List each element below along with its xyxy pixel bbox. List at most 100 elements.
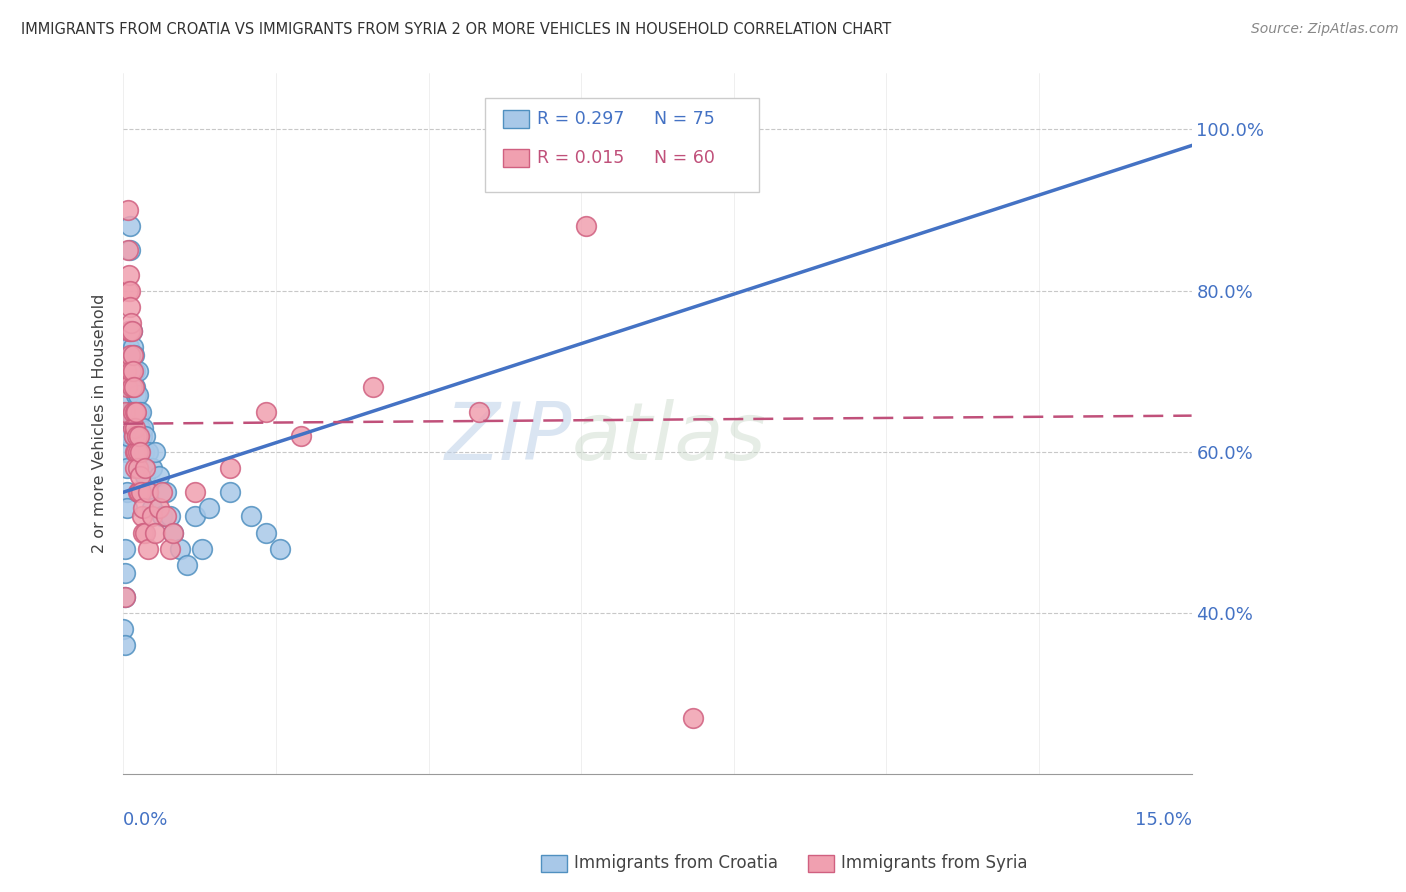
Point <box>114 590 136 604</box>
Point <box>143 525 166 540</box>
Point <box>129 469 152 483</box>
Point <box>125 429 148 443</box>
Text: Source: ZipAtlas.com: Source: ZipAtlas.com <box>1251 22 1399 37</box>
Point <box>127 445 149 459</box>
Point <box>197 501 219 516</box>
Point <box>129 404 152 418</box>
Point <box>114 566 136 580</box>
Point <box>128 429 150 443</box>
Point <box>468 404 491 418</box>
Point <box>148 469 170 483</box>
Point <box>128 421 150 435</box>
Point <box>254 404 277 418</box>
Text: R = 0.297: R = 0.297 <box>537 110 624 128</box>
Point <box>118 404 141 418</box>
Point <box>159 509 181 524</box>
Point <box>125 429 148 443</box>
Text: IMMIGRANTS FROM CROATIA VS IMMIGRANTS FROM SYRIA 2 OR MORE VEHICLES IN HOUSEHOLD: IMMIGRANTS FROM CROATIA VS IMMIGRANTS FR… <box>21 22 891 37</box>
Point <box>114 541 136 556</box>
Point <box>128 429 150 443</box>
Point <box>122 380 145 394</box>
Point <box>117 404 139 418</box>
Point <box>129 445 152 459</box>
Point <box>143 445 166 459</box>
Point <box>114 404 136 418</box>
Point <box>124 421 146 435</box>
Point <box>115 501 138 516</box>
Point <box>132 501 155 516</box>
Point <box>128 404 150 418</box>
Point <box>120 244 142 258</box>
Point <box>152 509 174 524</box>
Point <box>121 324 143 338</box>
Point <box>136 541 159 556</box>
Point <box>155 509 177 524</box>
Point <box>118 340 141 354</box>
Point <box>134 469 156 483</box>
Point <box>112 622 135 636</box>
Point <box>124 404 146 418</box>
Point <box>121 364 143 378</box>
Point <box>127 445 149 459</box>
Point <box>115 445 138 459</box>
Point <box>122 348 145 362</box>
Point <box>131 461 153 475</box>
Point <box>124 404 146 418</box>
Point <box>114 639 136 653</box>
Point <box>120 316 142 330</box>
Point <box>121 404 143 418</box>
Point <box>122 364 145 378</box>
Point <box>117 429 139 443</box>
Point <box>190 541 212 556</box>
Text: Immigrants from Syria: Immigrants from Syria <box>841 855 1028 872</box>
Point <box>118 268 141 282</box>
Point <box>120 219 142 234</box>
Point <box>115 380 138 394</box>
Point <box>122 421 145 435</box>
Text: 15.0%: 15.0% <box>1135 811 1192 829</box>
Point <box>134 525 156 540</box>
Point <box>127 388 149 402</box>
Point <box>120 348 142 362</box>
Point <box>121 340 143 354</box>
Point <box>136 485 159 500</box>
Point <box>132 445 155 459</box>
Point <box>682 711 704 725</box>
Point <box>134 461 156 475</box>
Point <box>152 485 174 500</box>
Point <box>219 461 242 475</box>
Point <box>121 324 143 338</box>
Point <box>132 421 155 435</box>
Point <box>122 429 145 443</box>
Point <box>121 380 143 394</box>
Point <box>141 501 163 516</box>
Point <box>125 404 148 418</box>
Point <box>141 461 163 475</box>
Point <box>131 429 153 443</box>
Point <box>125 404 148 418</box>
Point <box>176 558 198 572</box>
Text: 0.0%: 0.0% <box>124 811 169 829</box>
Point <box>124 445 146 459</box>
Point <box>254 525 277 540</box>
Point <box>183 509 205 524</box>
Point <box>148 501 170 516</box>
Point <box>118 324 141 338</box>
Point <box>162 525 184 540</box>
Point <box>162 525 184 540</box>
Point <box>120 364 142 378</box>
Point <box>129 485 152 500</box>
Point <box>120 364 142 378</box>
Point <box>121 348 143 362</box>
Point <box>127 485 149 500</box>
Point <box>125 445 148 459</box>
Point <box>121 404 143 418</box>
Point <box>117 202 139 217</box>
Point <box>240 509 263 524</box>
Point <box>136 445 159 459</box>
Point <box>575 219 598 234</box>
Point <box>361 380 384 394</box>
Point <box>159 541 181 556</box>
Point <box>122 380 145 394</box>
Text: Immigrants from Croatia: Immigrants from Croatia <box>574 855 778 872</box>
